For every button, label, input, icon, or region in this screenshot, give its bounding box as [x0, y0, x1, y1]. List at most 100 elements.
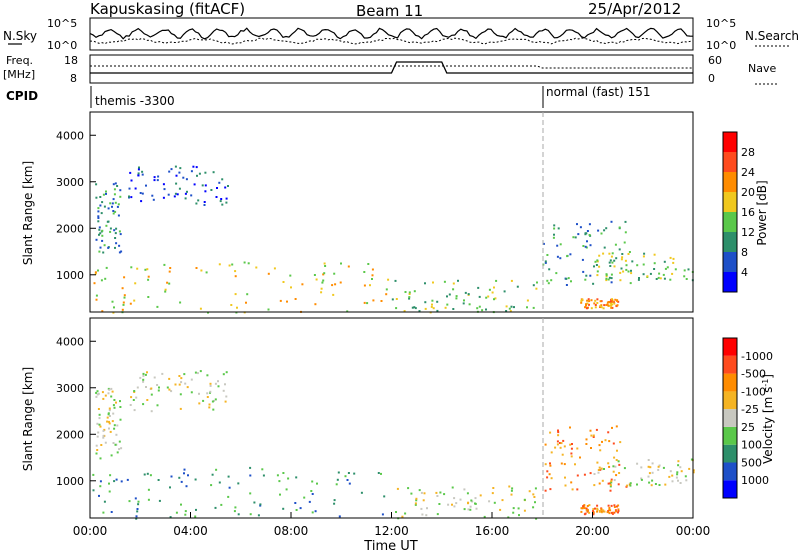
noise-right-tick-top: 10^5	[706, 17, 736, 30]
heatmap-cell	[255, 266, 258, 269]
heatmap-cell	[611, 261, 614, 264]
heatmap-cell	[414, 307, 417, 310]
heatmap-cell	[111, 300, 114, 303]
heatmap-cell	[141, 192, 144, 195]
heatmap-cell	[600, 510, 603, 513]
station-title: Kapuskasing (fitACF)	[90, 0, 245, 18]
heatmap-cell	[178, 476, 181, 479]
heatmap-cell	[598, 466, 601, 469]
heatmap-cell	[557, 227, 560, 230]
freq-series	[90, 61, 693, 74]
heatmap-cell	[108, 420, 110, 423]
heatmap-cell	[156, 384, 159, 386]
heatmap-cell	[170, 168, 173, 171]
colorbar-label: 12	[741, 226, 755, 239]
heatmap-cell	[121, 287, 124, 290]
freq-right-tick-bottom: 0	[708, 72, 715, 85]
heatmap-cell	[196, 372, 199, 375]
heatmap-cell	[338, 515, 341, 518]
heatmap-cell	[599, 300, 602, 303]
heatmap-cell	[548, 473, 551, 476]
heatmap-cell	[261, 468, 264, 471]
heatmap-cell	[395, 298, 398, 300]
heatmap-cell	[611, 298, 613, 301]
heatmap-cell	[360, 491, 363, 494]
heatmap-cell	[410, 492, 413, 495]
heatmap-cell	[586, 505, 589, 507]
heatmap-cell	[209, 382, 212, 385]
heatmap-cell	[566, 255, 569, 258]
heatmap-cell	[209, 384, 212, 387]
heatmap-cell	[95, 196, 98, 199]
heatmap-cell	[135, 517, 138, 520]
heatmap-cell	[347, 472, 350, 474]
heatmap-cell	[222, 389, 225, 392]
heatmap-cell	[418, 310, 421, 313]
heatmap-cell	[598, 444, 601, 447]
heatmap-cell	[363, 284, 366, 287]
heatmap-cell	[147, 498, 150, 501]
heatmap-cell	[586, 299, 589, 302]
power-y-title: Slant Range [km]	[21, 161, 35, 265]
heatmap-cell	[102, 193, 105, 196]
heatmap-cell	[671, 272, 674, 275]
heatmap-cell	[598, 254, 601, 257]
heatmap-cell	[107, 246, 110, 249]
heatmap-cell	[569, 253, 572, 256]
heatmap-cell	[617, 509, 620, 512]
colorbar-segment	[723, 355, 737, 374]
heatmap-cell	[114, 232, 117, 235]
heatmap-cell	[179, 167, 182, 170]
heatmap-cell	[587, 306, 589, 309]
heatmap-cell	[202, 399, 205, 402]
heatmap-cell	[204, 184, 207, 187]
power-colorbar: 4 8 12 16 20 24 28	[722, 131, 755, 293]
heatmap-cell	[103, 244, 106, 247]
heatmap-cell	[119, 195, 122, 198]
noise-sky-series	[89, 27, 694, 40]
heatmap-cell	[98, 226, 101, 229]
heatmap-cell	[605, 275, 608, 278]
heatmap-cell	[184, 192, 187, 195]
heatmap-cell	[169, 267, 172, 269]
heatmap-cell	[438, 503, 441, 505]
heatmap-cell	[501, 499, 504, 502]
heatmap-cell	[108, 482, 110, 485]
heatmap-cell	[436, 309, 439, 312]
heatmap-cell	[211, 400, 214, 403]
heatmap-cell	[118, 230, 121, 233]
heatmap-cell	[184, 513, 187, 516]
heatmap-cell	[589, 274, 592, 277]
heatmap-cell	[424, 301, 427, 304]
colorbar-label: 500	[741, 456, 762, 469]
heatmap-cell	[136, 508, 139, 510]
heatmap-cell	[561, 453, 564, 456]
heatmap-cell	[610, 504, 613, 507]
heatmap-cell	[190, 194, 193, 197]
colorbar-segment	[723, 192, 737, 212]
heatmap-cell	[535, 287, 538, 290]
heatmap-cell	[220, 198, 223, 200]
heatmap-cell	[611, 252, 614, 255]
heatmap-cell	[339, 281, 342, 284]
heatmap-cell	[168, 170, 171, 173]
heatmap-cell	[600, 467, 603, 470]
heatmap-cell	[322, 279, 325, 282]
heatmap-cell	[168, 282, 171, 285]
heatmap-cell	[363, 301, 366, 304]
heatmap-cell	[523, 509, 526, 512]
heatmap-cell	[549, 462, 551, 465]
heatmap-cell	[588, 504, 591, 507]
heatmap-cell	[295, 509, 298, 511]
heatmap-cell	[234, 275, 237, 278]
colorbar-label: -25	[741, 403, 759, 416]
heatmap-cell	[108, 407, 111, 410]
heatmap-cell	[594, 299, 597, 302]
heatmap-cell	[604, 439, 607, 442]
heatmap-cell	[574, 236, 577, 239]
heatmap-cell	[214, 398, 217, 401]
heatmap-cell	[193, 183, 196, 186]
heatmap-cell	[225, 371, 228, 374]
heatmap-cell	[168, 377, 171, 380]
heatmap-cell	[600, 508, 603, 511]
